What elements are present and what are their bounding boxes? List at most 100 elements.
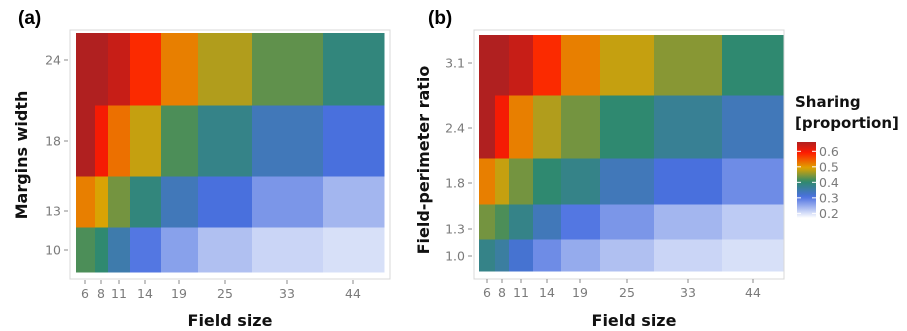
y-tick-label: 13: [45, 204, 61, 219]
heat-cell: [509, 204, 534, 240]
y-tick-label: 1.3: [445, 222, 465, 237]
heat-cell: [561, 204, 601, 240]
heat-cell: [252, 176, 324, 228]
heat-cell: [600, 158, 655, 205]
heat-cell: [654, 158, 723, 205]
heat-cell: [495, 204, 510, 240]
heat-cell: [323, 176, 385, 228]
panel-a-x-ticks: 6 8 11 14 19 25 33 44: [81, 280, 361, 301]
heat-cell: [533, 158, 562, 205]
heat-cell: [95, 176, 109, 228]
legend-title-line-2: [proportion]: [795, 114, 899, 132]
y-tick-label: 1.8: [445, 176, 465, 191]
heat-cell: [76, 176, 96, 228]
heat-cell: [95, 227, 109, 273]
x-tick-label: 14: [137, 286, 153, 301]
heat-cell: [495, 239, 510, 272]
x-tick-label: 8: [498, 285, 506, 300]
panel-b-cells: [479, 35, 785, 272]
heat-cell: [108, 33, 131, 106]
heat-cell: [722, 95, 785, 159]
heat-cell: [495, 158, 510, 205]
panel-b: (b) 6 8 11 14 19 25 33 44 1.0 1.3 1.8 2.4 3.1 Field…: [414, 8, 785, 330]
panel-b-x-axis-title: Field size: [592, 311, 677, 330]
y-tick-label: 2.4: [445, 121, 465, 136]
heat-cell: [76, 227, 96, 273]
heat-cell: [252, 105, 324, 177]
legend-color-bar: [797, 142, 816, 218]
heat-cell: [561, 158, 601, 205]
heat-cell: [722, 35, 785, 96]
heat-cell: [509, 158, 534, 205]
heat-cell: [495, 35, 510, 96]
x-tick-label: 33: [680, 285, 696, 300]
heat-cell: [130, 33, 162, 106]
heat-cell: [533, 204, 562, 240]
heat-cell: [252, 33, 324, 106]
panel-b-y-ticks: 1.0 1.3 1.8 2.4 3.1: [445, 56, 472, 264]
heat-cell: [533, 35, 562, 96]
heat-cell: [76, 33, 96, 106]
heat-cell: [76, 105, 96, 177]
heat-cell: [479, 35, 496, 96]
panel-a-cells: [76, 33, 385, 273]
legend-ticks: 0.60.50.40.30.2: [797, 144, 839, 221]
heat-cell: [561, 95, 601, 159]
x-tick-label: 8: [97, 286, 105, 301]
x-tick-label: 25: [217, 286, 233, 301]
panel-b-frame: [473, 29, 785, 280]
heat-cell: [323, 227, 385, 273]
heat-cell: [198, 105, 253, 177]
heat-cell: [95, 33, 109, 106]
legend: Sharing [proportion] 0.60.50.40.30.2: [795, 93, 899, 221]
heat-cell: [533, 239, 562, 272]
heat-cell: [161, 227, 199, 273]
heat-cell: [108, 105, 131, 177]
heat-cell: [654, 204, 723, 240]
heat-cell: [161, 33, 199, 106]
heat-cell: [654, 95, 723, 159]
legend-tick-label: 0.2: [819, 206, 839, 221]
heat-cell: [561, 35, 601, 96]
heat-cell: [654, 35, 723, 96]
heat-cell: [722, 204, 785, 240]
heat-cell: [600, 95, 655, 159]
heat-cell: [495, 95, 510, 159]
heat-cell: [198, 33, 253, 106]
panel-b-y-axis-title: Field-perimeter ratio: [414, 66, 433, 255]
legend-tick-label: 0.4: [819, 175, 839, 190]
panel-a: (a) 6 8 11 14 19 25 33 44 10 13 18 24 Field size M…: [12, 8, 391, 330]
heat-cell: [600, 35, 655, 96]
heat-cell: [161, 105, 199, 177]
heat-cell: [479, 158, 496, 205]
x-tick-label: 11: [513, 285, 529, 300]
heat-cell: [198, 176, 253, 228]
x-tick-label: 44: [745, 285, 761, 300]
heat-cell: [108, 176, 131, 228]
x-tick-label: 19: [171, 286, 187, 301]
heat-cell: [479, 95, 496, 159]
heat-cell: [198, 227, 253, 273]
heat-cell: [479, 204, 496, 240]
heat-cell: [509, 239, 534, 272]
x-tick-label: 44: [345, 286, 361, 301]
heat-cell: [130, 176, 162, 228]
x-tick-label: 19: [572, 285, 588, 300]
heat-cell: [130, 105, 162, 177]
legend-tick-label: 0.5: [819, 159, 839, 174]
x-tick-label: 6: [483, 285, 491, 300]
legend-tick-label: 0.6: [819, 144, 839, 159]
heat-cell: [479, 239, 496, 272]
x-tick-label: 14: [539, 285, 555, 300]
panel-a-y-axis-title: Margins width: [12, 91, 31, 220]
y-tick-label: 24: [45, 53, 61, 68]
heat-cell: [323, 105, 385, 177]
heat-cell: [252, 227, 324, 273]
panel-a-x-axis-title: Field size: [188, 311, 273, 330]
y-tick-label: 18: [45, 134, 61, 149]
panel-a-label: (a): [18, 8, 41, 29]
heat-cell: [722, 239, 785, 272]
heat-cell: [654, 239, 723, 272]
heat-cell: [533, 95, 562, 159]
